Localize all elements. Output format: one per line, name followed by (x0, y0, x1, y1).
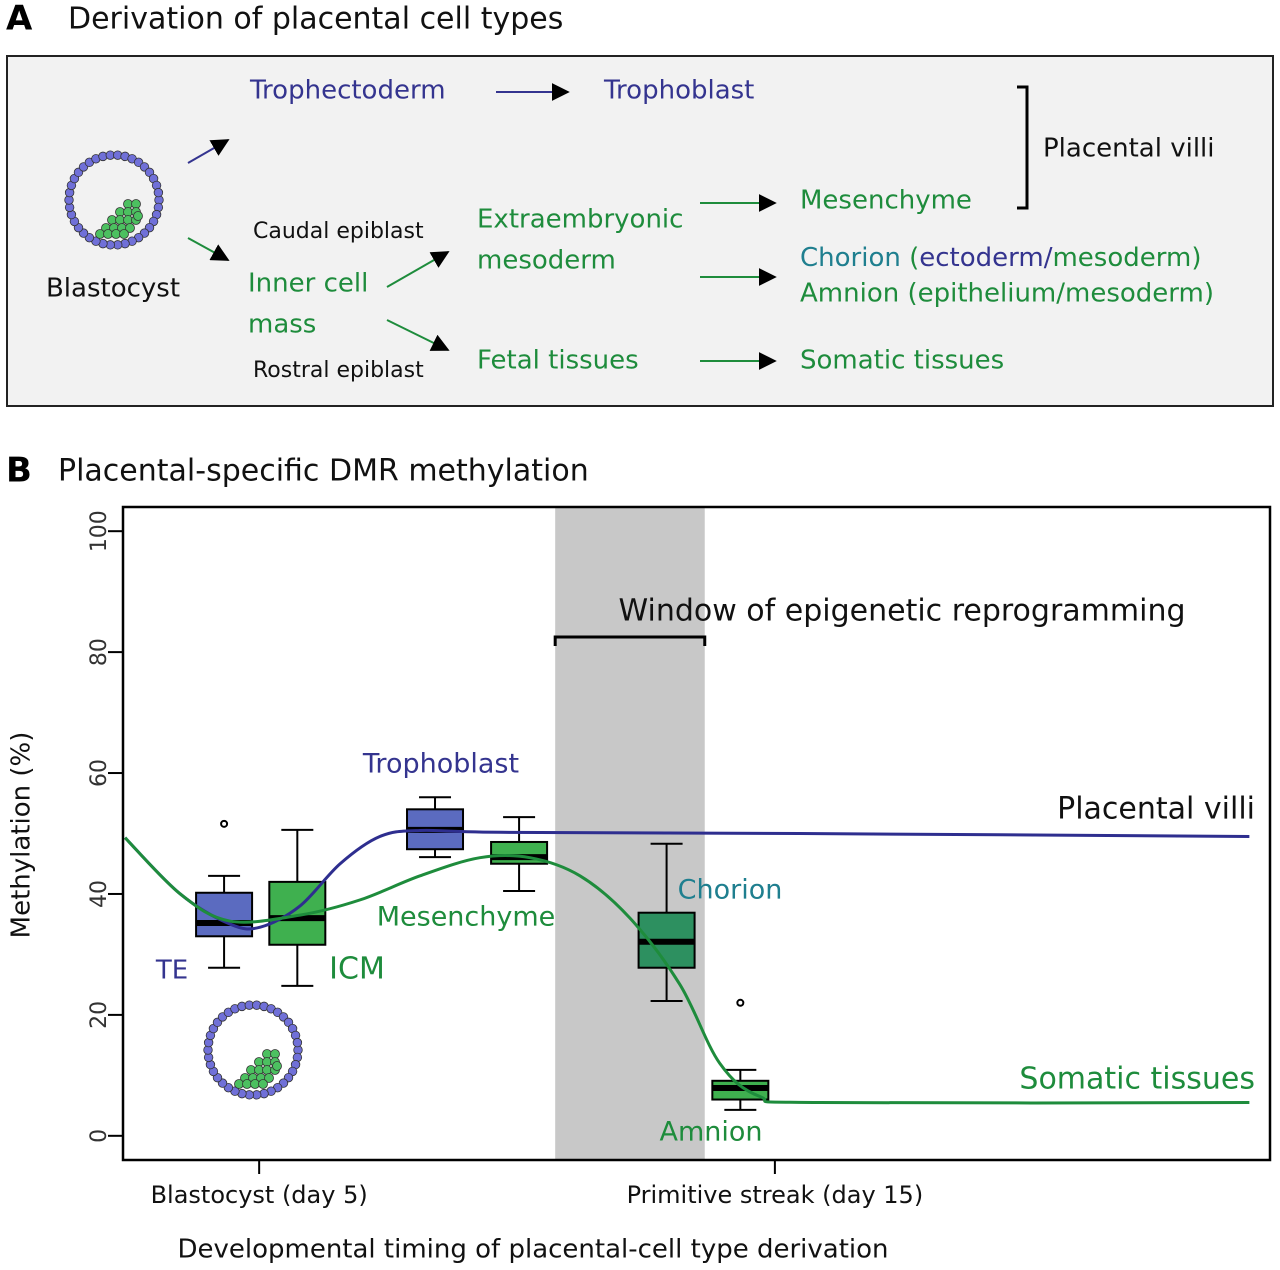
arrows (187, 83, 1029, 370)
panel-label: B (6, 451, 32, 491)
node-label: Somatic tissues (800, 346, 1004, 376)
node-label-part: Chorion (800, 243, 901, 273)
node-label: Fetal tissues (477, 346, 639, 376)
region-bracket (553, 635, 707, 646)
y-tick-label: 20 (87, 1001, 112, 1029)
chart-title: Placental-specific DMR methylation (58, 454, 589, 489)
node-label: Placental villi (1043, 134, 1215, 164)
cell (133, 211, 143, 221)
node-label: Blastocyst (46, 274, 180, 304)
node-label: mesoderm (477, 246, 616, 276)
y-tick-label: 40 (87, 880, 112, 908)
cell (258, 1079, 268, 1089)
series-label: TE (155, 956, 188, 986)
diagram-box (6, 55, 1274, 407)
node-label: Trophectoderm (249, 76, 446, 106)
plot-frame (121, 505, 1272, 1162)
arrow (386, 251, 450, 288)
node-label-part: ectoderm/ (919, 243, 1052, 273)
outlier (736, 998, 745, 1007)
cell (125, 223, 135, 233)
node-label: Caudal epiblast (253, 219, 424, 244)
panel-label: A (6, 0, 33, 39)
node-label: Inner cell (248, 269, 368, 299)
cell (292, 1037, 303, 1048)
cell (119, 229, 129, 239)
blastocyst-icon (64, 150, 164, 250)
series-label: ICM (329, 952, 385, 987)
cell (272, 1061, 282, 1071)
region-label: Window of epigenetic reprogramming (618, 594, 1185, 629)
curve (123, 828, 1250, 931)
x-tick-label: Primitive streak (day 15) (627, 1181, 924, 1209)
node-label-part: ( (901, 243, 919, 273)
y-tick-label: 100 (87, 510, 112, 552)
node-label: Mesenchyme (800, 186, 972, 216)
arrow (187, 237, 230, 261)
cell (153, 187, 164, 198)
arrow (187, 139, 230, 164)
curve (123, 836, 1250, 1105)
arrow (386, 319, 450, 351)
bracket (1017, 85, 1029, 210)
curve-label: Placental villi (1057, 792, 1255, 827)
node-label: Extraembryonic (477, 205, 683, 235)
outlier (220, 819, 229, 828)
node-label: Trophoblast (603, 76, 754, 106)
y-tick-label: 60 (87, 759, 112, 787)
node-label: Chorion (ectoderm/mesoderm) (800, 243, 1201, 273)
x-axis-label: Developmental timing of placental-cell t… (177, 1235, 888, 1265)
series-label: Chorion (678, 875, 783, 906)
y-tick-label: 80 (87, 638, 112, 666)
y-axis-label: Methylation (%) (7, 732, 37, 939)
node-label-part: mesoderm) (1052, 243, 1201, 273)
series-label: Amnion (659, 1117, 762, 1148)
y-tick-label: 0 (87, 1129, 112, 1143)
node-label: mass (248, 310, 316, 340)
node-label: Rostral epiblast (253, 358, 424, 383)
blastocyst-icon (203, 1000, 303, 1100)
curve-label: Somatic tissues (1019, 1062, 1255, 1097)
cell (264, 1073, 274, 1083)
series-label: Trophoblast (362, 749, 519, 780)
panel-title: Derivation of placental cell types (68, 2, 563, 37)
series-label: Mesenchyme (377, 902, 556, 933)
x-tick-label: Blastocyst (day 5) (151, 1181, 368, 1209)
node-label: Amnion (epithelium/mesoderm) (800, 279, 1214, 309)
